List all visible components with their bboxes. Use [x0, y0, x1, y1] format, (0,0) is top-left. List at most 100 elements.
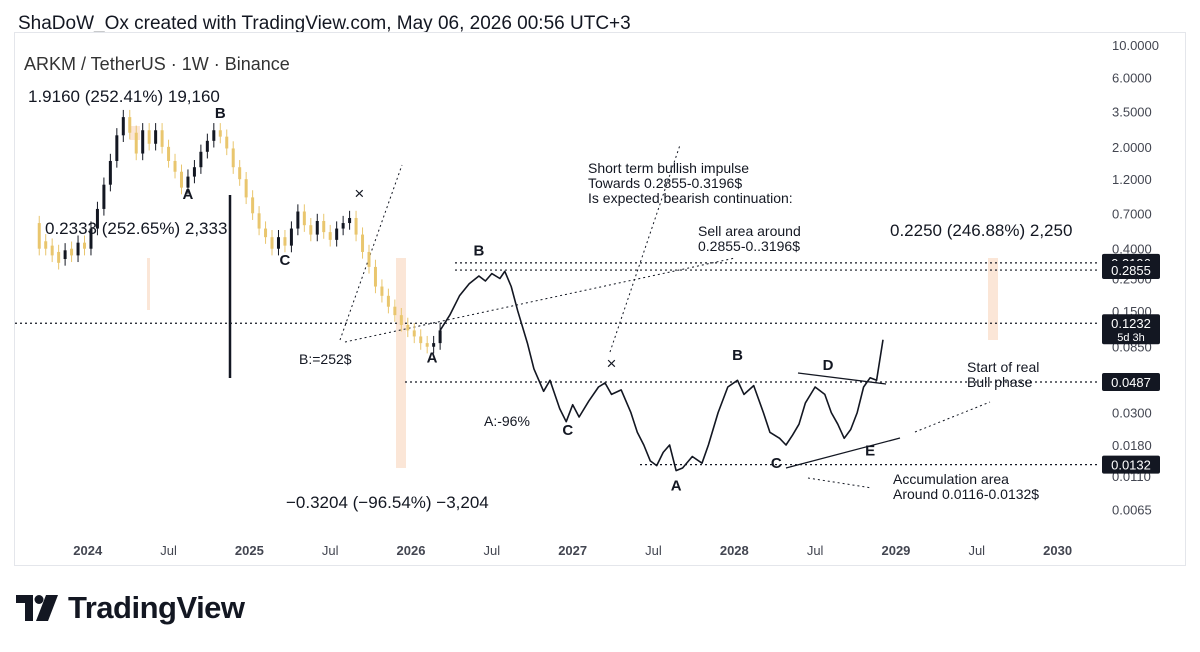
candle-body [289, 228, 293, 246]
chart-note: Short term bullish impulse [588, 160, 749, 176]
wave-label-x: × [354, 184, 364, 203]
price-badge-countdown: 5d 3h [1117, 332, 1145, 344]
candle-body [412, 330, 416, 337]
candle-body [179, 171, 183, 188]
chart-note: 0.2250 (246.88%) 2,250 [890, 221, 1072, 240]
price-badge-label: 0.2855 [1111, 263, 1151, 278]
chart-note: Start of real [967, 359, 1039, 375]
candle-body [438, 330, 442, 344]
chart-header-title: ShaDoW_Ox created with TradingView.com, … [18, 13, 631, 34]
candle-body [251, 197, 255, 214]
candle-body [205, 140, 209, 152]
chart-note: Bull phase [967, 374, 1033, 390]
annotation-guide-line [914, 401, 991, 433]
candle-body [218, 130, 222, 137]
candle-body [264, 228, 268, 238]
chart-note: 0.2855-0..3196$ [698, 238, 800, 254]
chart-note: A:-96% [484, 413, 530, 429]
candle-body [257, 213, 261, 229]
wave-label-b: B [473, 242, 484, 259]
wave-label-a: A [183, 186, 194, 203]
candle-body [238, 167, 242, 180]
candle-body [361, 234, 365, 252]
candle-body [121, 117, 125, 136]
candle-body [160, 130, 164, 147]
y-axis-tick-label: 0.4000 [1112, 242, 1152, 257]
chart-note: Sell area around [698, 223, 801, 239]
candle-body [147, 130, 151, 144]
y-axis-tick-label: 1.2000 [1112, 172, 1152, 187]
y-axis-tick-label: 0.0300 [1112, 406, 1152, 421]
range-marker [147, 258, 150, 310]
range-marker [988, 258, 998, 340]
wave-label-c: C [280, 252, 291, 269]
candle-body [302, 211, 306, 226]
x-axis-tick-label: Jul [968, 543, 985, 558]
annotation-guide-line [339, 164, 403, 341]
candle-body [173, 160, 177, 172]
wave-label-b: B [215, 105, 226, 122]
candle-body [348, 217, 352, 224]
candle-body [76, 242, 80, 256]
candle-body [154, 130, 158, 144]
candle-body [102, 184, 106, 209]
wave-label-x: × [606, 354, 616, 373]
candle-body [167, 146, 171, 161]
price-badge-label: 0.0487 [1111, 375, 1151, 390]
annotation-guide-line [344, 257, 736, 343]
candle-body [57, 251, 61, 263]
chart-note: Around 0.0116-0.0132$ [893, 486, 1039, 502]
candle-body [244, 179, 248, 198]
x-axis-tick-label: 2027 [558, 543, 587, 558]
chart-note: B:=252$ [299, 351, 352, 367]
candle-body [406, 324, 410, 331]
chart-note: Is expected bearish continuation: [588, 190, 793, 206]
candle-body [335, 228, 339, 240]
annotation-guide-line [807, 477, 873, 489]
candle-body [322, 220, 326, 233]
candle-body [373, 266, 377, 287]
y-axis-tick-label: 6.0000 [1112, 70, 1152, 85]
x-axis-tick-label: 2030 [1043, 543, 1072, 558]
x-axis-tick-label: Jul [322, 543, 339, 558]
chart-frame [14, 32, 1186, 566]
candle-body [225, 136, 229, 149]
y-axis-tick-label: 0.0180 [1112, 438, 1152, 453]
x-axis-tick-label: 2024 [73, 543, 103, 558]
y-axis-tick-label: 3.5000 [1112, 104, 1152, 119]
wave-label-e: E [865, 443, 875, 460]
y-axis-tick-label: 2.0000 [1112, 140, 1152, 155]
candle-body [309, 225, 313, 235]
x-axis-tick-label: Jul [160, 543, 177, 558]
candle-body [134, 132, 138, 154]
chart-note: 1.9160 (252.41%) 19,160 [28, 87, 220, 106]
candle-body [63, 250, 67, 259]
candle-body [393, 306, 397, 316]
y-axis-tick-label: 0.0065 [1112, 502, 1152, 517]
candle-body [419, 336, 423, 344]
candle-body [380, 286, 384, 296]
price-badge [1102, 314, 1160, 345]
candle-body [44, 241, 48, 249]
x-axis-tick-label: Jul [645, 543, 662, 558]
candle-body [315, 220, 319, 235]
price-badge [1102, 261, 1160, 280]
candle-body [199, 151, 203, 168]
candle-body [70, 248, 74, 256]
candle-body [276, 237, 280, 249]
candle-body [354, 217, 358, 235]
candle-body [212, 130, 216, 141]
x-axis-tick-label: 2026 [397, 543, 426, 558]
tradingview-logo[interactable]: TradingView [16, 588, 245, 628]
y-axis-tick-label: 0.7000 [1112, 206, 1152, 221]
wave-label-c: C [562, 422, 573, 439]
candle-body [115, 135, 119, 161]
x-axis-tick-label: 2029 [881, 543, 910, 558]
x-axis-tick-label: 2028 [720, 543, 749, 558]
y-axis-tick-label: 10.0000 [1112, 38, 1159, 53]
symbol-label: ARKM / TetherUS · 1W · Binance [24, 54, 290, 74]
triangle-upper-trendline [797, 372, 887, 385]
projected-price-path [439, 270, 884, 472]
candle-body [192, 167, 196, 177]
